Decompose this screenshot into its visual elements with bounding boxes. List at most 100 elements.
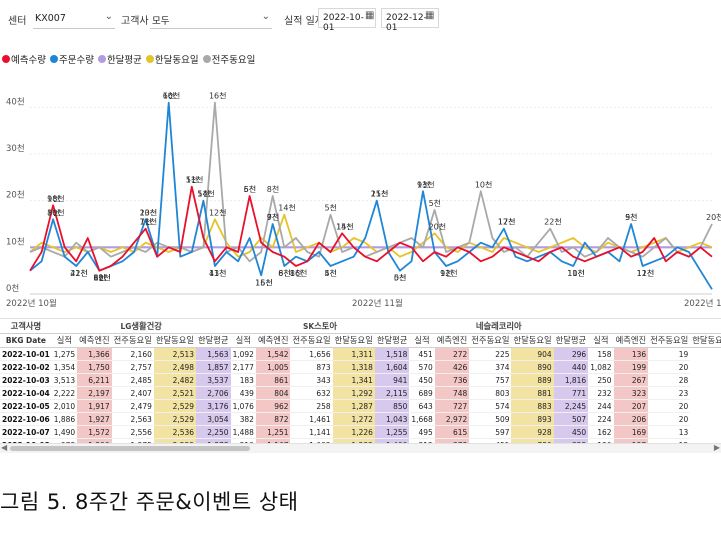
data-label: 20천	[706, 212, 721, 222]
legend-item[interactable]: 한달평균	[97, 52, 142, 66]
table-row[interactable]: 2022-10-07 1,490 1,572 2,556 2,536 2,250 1,488…	[0, 425, 721, 439]
data-label: 9천	[417, 179, 429, 189]
data-label: 6천	[278, 268, 290, 278]
table-cell: 1,542	[255, 347, 291, 361]
column-header[interactable]: 한달동요일	[690, 333, 721, 348]
calendar-icon[interactable]: ▦	[425, 10, 435, 21]
table-cell: 2,160	[111, 347, 154, 361]
customer-filter-label: 고객사	[121, 16, 149, 27]
center-select[interactable]: KX007 ⌄	[33, 9, 115, 29]
column-header[interactable]: 실적	[588, 333, 614, 348]
column-header[interactable]: 한달동요일	[511, 333, 554, 348]
data-label: 22천	[70, 268, 88, 278]
table-cell: 206	[613, 412, 649, 426]
legend-item[interactable]: 전주동요일	[202, 52, 256, 66]
table-cell: 2,482	[153, 373, 197, 387]
table-row[interactable]: 2022-10-06 1,886 1,927 2,563 2,529 3,054 382 87…	[0, 412, 721, 426]
scroll-right-icon[interactable]: ▶	[713, 443, 720, 452]
horizontal-scrollbar[interactable]: ◀ ▶	[0, 443, 721, 453]
column-header[interactable]: 실적	[230, 333, 256, 348]
column-header[interactable]: 예측엔진	[255, 333, 291, 348]
scrollbar-thumb[interactable]	[10, 446, 250, 451]
column-header[interactable]: 실적	[51, 333, 78, 348]
table-cell: 267	[613, 373, 649, 387]
column-header[interactable]: 예측엔진	[434, 333, 470, 348]
customer-select[interactable]: 모두 ⌄	[150, 9, 272, 29]
table-cell: 426	[434, 360, 470, 374]
table-cell: 250	[588, 373, 614, 387]
chart-legend: 예측수량 주문수량 한달평균 한달동요일 전주동요일	[2, 52, 255, 66]
legend-item[interactable]: 한달동요일	[145, 52, 199, 66]
data-label: 14천	[336, 221, 354, 231]
table-row[interactable]: 2022-10-01 1,275 1,366 2,160 2,513 1,563 1,092…	[0, 347, 721, 361]
table-cell: 495	[409, 425, 435, 439]
filter-bar: 센터 KX007 ⌄ 고객사 모두 ⌄ 실적 일자 2022-10-01 ▦ 2…	[0, 0, 721, 38]
table-row[interactable]: 2022-10-02 1,354 1,750 2,757 2,498 1,857 2,177…	[0, 360, 721, 374]
column-header[interactable]: 전주동요일	[290, 333, 333, 348]
column-header[interactable]: 한달평균	[374, 333, 410, 348]
column-header[interactable]: 전주동요일	[111, 333, 154, 348]
legend-item[interactable]: 예측수량	[2, 52, 46, 66]
table-cell: 1,604	[374, 360, 410, 374]
table-cell: 23	[648, 386, 691, 400]
table-cell: 2,485	[111, 373, 154, 387]
data-label: 14천	[197, 189, 215, 199]
table-cell: 1,251	[255, 425, 291, 439]
table-cell: 1,141	[290, 425, 333, 439]
column-header[interactable]: 예측엔진	[77, 333, 112, 348]
calendar-icon[interactable]: ▦	[365, 10, 375, 21]
column-header[interactable]: 한달동요일	[332, 333, 375, 348]
table-row[interactable]: 2022-10-05 2,010 1,917 2,479 2,529 3,176 1,076…	[0, 399, 721, 413]
center-select-value: KX007	[35, 13, 66, 24]
column-header[interactable]: 전주동요일	[469, 333, 512, 348]
data-label: 0천	[394, 273, 406, 283]
legend-dot	[202, 55, 211, 63]
column-header[interactable]: 예측엔진	[613, 333, 649, 348]
table-cell: 1,318	[332, 360, 375, 374]
y-tick-label: 20천	[6, 190, 25, 201]
table-cell: 803	[469, 386, 512, 400]
data-label: 6천	[93, 273, 105, 283]
table-cell: 1,927	[77, 412, 112, 426]
column-header[interactable]: 전주동요일	[648, 333, 691, 348]
legend-label: 전주동요일	[211, 55, 256, 66]
column-header[interactable]: 한달평균	[553, 333, 589, 348]
chevron-down-icon: ⌄	[104, 11, 113, 22]
table-cell: 2,407	[111, 386, 154, 400]
column-header[interactable]: 실적	[409, 333, 435, 348]
data-label: 14천	[278, 203, 296, 213]
date-filter-label: 실적 일자	[284, 16, 324, 27]
date-to-input[interactable]: 2022-12-01	[381, 8, 439, 33]
table-cell: 727	[434, 399, 470, 413]
scroll-left-icon[interactable]: ◀	[1, 443, 8, 452]
column-header[interactable]: 한달평균	[196, 333, 231, 348]
table-cell: 1,341	[332, 373, 375, 387]
data-label: 15천	[255, 277, 273, 287]
table-cell: 1,886	[51, 412, 78, 426]
data-label: 20천	[429, 221, 447, 231]
table-cell: 1,292	[332, 386, 375, 400]
date-to-value: 2022-12-01	[386, 13, 427, 33]
table-cell: 1,005	[255, 360, 291, 374]
table-cell: 757	[469, 373, 512, 387]
table-cell: 1,917	[77, 399, 112, 413]
table-cell: 451	[409, 347, 435, 361]
date-from-input[interactable]: 2022-10-01	[318, 8, 376, 33]
column-header[interactable]: 한달동요일	[153, 333, 197, 348]
row-date: 2022-10-04	[0, 386, 52, 400]
data-label: 8천	[47, 207, 59, 217]
table-cell: 1,366	[77, 347, 112, 361]
data-label: 12천	[498, 217, 516, 227]
data-label: 5천	[197, 189, 209, 199]
table-row[interactable]: 2022-10-04 2,222 2,197 2,407 2,521 2,706 439 80…	[0, 386, 721, 400]
table-row[interactable]: 2022-10-03 3,513 6,211 2,485 2,482 3,537 183 86…	[0, 373, 721, 387]
legend-item[interactable]: 주문수량	[49, 52, 94, 66]
table-cell: 1,272	[332, 412, 375, 426]
table-cell: 2,513	[153, 347, 197, 361]
data-label: 11천	[637, 268, 655, 278]
row-date: 2022-10-03	[0, 373, 52, 387]
table-cell: 1,043	[374, 412, 410, 426]
data-label: 12천	[440, 268, 458, 278]
data-label: 8천	[93, 273, 105, 283]
legend-label: 한달동요일	[154, 55, 199, 66]
